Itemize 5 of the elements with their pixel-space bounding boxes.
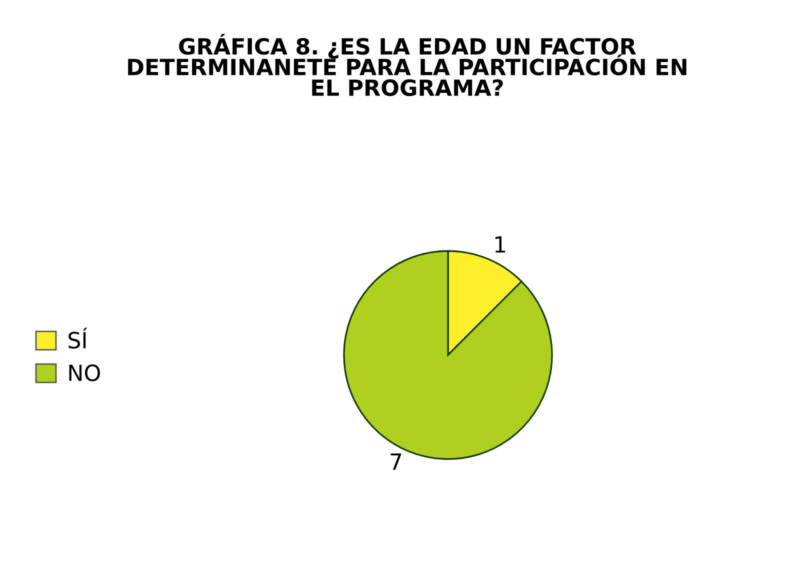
legend-label: SÍ	[68, 328, 88, 349]
data-label: 1	[495, 236, 506, 253]
legend-label: NO	[69, 364, 100, 382]
chart-title: GRÁFICA 8. ¿ES LA EDAD UN FACTOR DETERMINANETE PARA LA PARTICIPACIÓN EN EL PROGRAMA?	[128, 34, 686, 96]
data-label: 7	[390, 454, 402, 470]
